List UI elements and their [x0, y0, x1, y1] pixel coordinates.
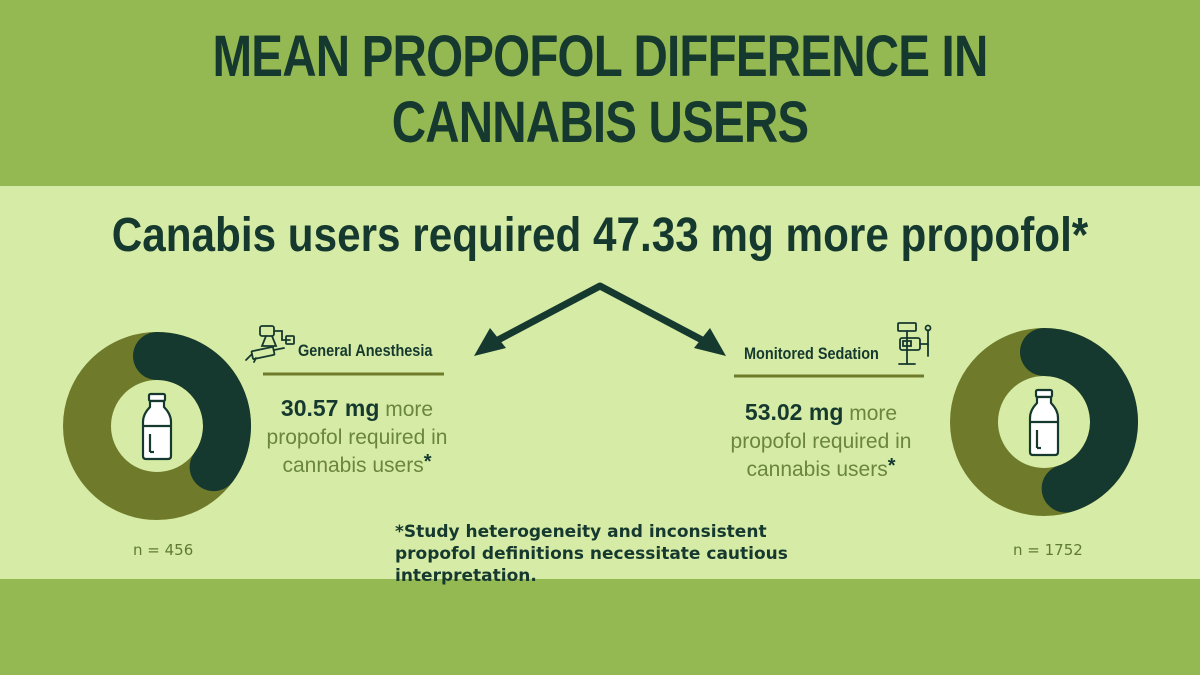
donut-left: [63, 332, 251, 520]
right-stat-text: more propofol required in cannabis users: [730, 402, 912, 481]
propofol-bottle-icon: [141, 392, 173, 461]
left-sample-size: n = 456: [133, 541, 194, 559]
headline: Canabis users required 47.33 mg more pro…: [111, 209, 1089, 262]
footnote: *Study heterogeneity and inconsistent pr…: [395, 522, 788, 586]
right-sample-size: n = 1752: [1013, 541, 1083, 559]
left-stat-star: *: [423, 451, 432, 473]
left-stat-value: 30.57 mg: [280, 395, 380, 421]
right-category-label: Monitored Sedation: [744, 344, 879, 363]
right-stat-star: *: [887, 455, 896, 477]
donut-left-segment: [133, 332, 251, 492]
split-arrows: [494, 282, 706, 344]
right-stat: 53.02 mg more propofol required in canna…: [712, 398, 930, 484]
left-category-label: General Anesthesia: [298, 341, 433, 360]
footer-band: [0, 579, 1200, 675]
propofol-bottle-icon: [1028, 388, 1060, 457]
arrow-head-right: [694, 328, 726, 356]
donut-right: [950, 328, 1138, 516]
anesthesia-mask-syringe-icon: [245, 325, 295, 363]
left-stat: 30.57 mg more propofol required in canna…: [262, 394, 452, 480]
arrow-stem: [494, 282, 706, 344]
title-line-1: MEAN PROPOFOL DIFFERENCE IN: [212, 24, 988, 89]
left-stat-text: more propofol required in cannabis users: [266, 398, 448, 477]
right-stat-value: 53.02 mg: [744, 399, 844, 425]
infusion-pump-icon: [897, 322, 932, 365]
title-band: [0, 0, 1200, 186]
page-title: MEAN PROPOFOL DIFFERENCE IN CANNABIS USE…: [108, 24, 1092, 156]
arrow-head-left: [474, 328, 506, 356]
donut-right-segment: [1020, 328, 1138, 513]
title-line-2: CANNABIS USERS: [391, 90, 809, 155]
